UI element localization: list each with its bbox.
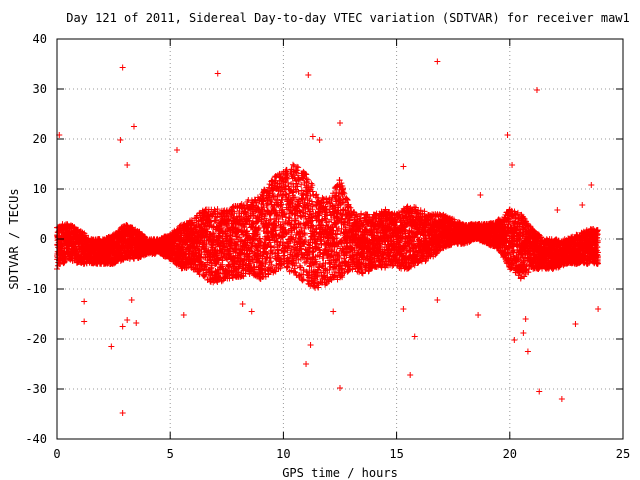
data-points [54, 58, 602, 416]
data-point [299, 277, 306, 284]
data-point [267, 254, 274, 261]
data-point [267, 258, 274, 265]
data-point [291, 268, 298, 275]
data-point [313, 191, 320, 198]
data-point [291, 217, 298, 224]
chart-title: Day 121 of 2011, Sidereal Day-to-day VTE… [66, 11, 630, 25]
